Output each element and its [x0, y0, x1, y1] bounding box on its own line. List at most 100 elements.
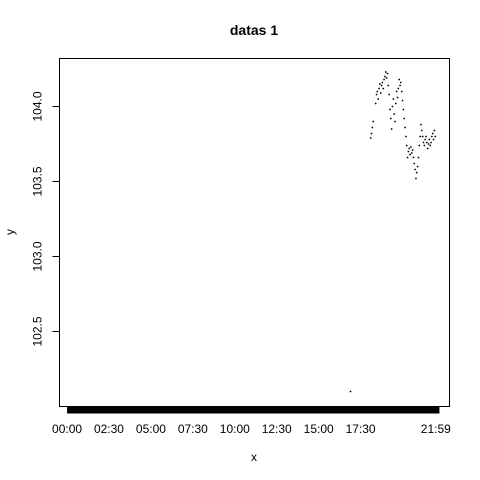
data-point	[382, 87, 385, 90]
data-point	[399, 84, 401, 87]
data-point	[378, 83, 381, 85]
data-point	[408, 147, 411, 150]
data-point	[383, 78, 385, 81]
x-tick-label: 00:00	[52, 422, 82, 436]
data-point	[378, 87, 380, 90]
data-point	[370, 132, 373, 135]
x-axis: 00:00 02:30 05:00 07:30 10:00 12:30 15:00 17:30…	[52, 422, 451, 436]
data-point	[409, 153, 411, 156]
data-point	[413, 162, 416, 165]
y-axis-label: y	[3, 229, 17, 235]
data-point	[432, 138, 435, 141]
data-point	[428, 138, 431, 141]
data-point	[415, 171, 418, 174]
data-point	[405, 144, 408, 147]
data-point	[389, 117, 392, 120]
data-point	[431, 132, 434, 135]
y-tick-label: 103.5	[31, 166, 45, 196]
data-point	[388, 93, 391, 96]
data-point	[420, 129, 423, 132]
data-point	[420, 123, 422, 126]
data-point	[425, 141, 428, 144]
data-point	[429, 144, 432, 147]
data-point	[410, 146, 412, 148]
data-point	[389, 108, 391, 111]
data-point	[410, 152, 413, 154]
data-point	[396, 96, 399, 99]
data-point	[393, 113, 396, 115]
data-point	[384, 71, 387, 73]
data-point	[414, 168, 417, 171]
y-axis: 102.5 103.0 103.5 104.0	[31, 91, 60, 347]
data-point	[369, 137, 372, 139]
data-point	[371, 126, 374, 129]
data-point	[417, 156, 420, 159]
data-point	[385, 77, 388, 79]
x-tick-label: 15:00	[304, 422, 334, 436]
data-point	[421, 135, 424, 138]
data-point	[394, 120, 396, 123]
data-point	[425, 135, 427, 138]
data-point	[423, 144, 426, 147]
data-point	[418, 144, 421, 147]
data-point	[401, 99, 404, 102]
data-point	[411, 149, 414, 151]
data-point	[412, 156, 415, 159]
data-point	[419, 135, 422, 138]
data-point	[426, 147, 429, 150]
data-point	[424, 138, 427, 141]
y-tick-label: 102.5	[31, 316, 45, 346]
x-tick-label: 21:59	[421, 422, 451, 436]
x-tick-label: 02:30	[94, 422, 124, 436]
data-point	[374, 102, 377, 105]
data-point	[422, 141, 425, 144]
data-point	[395, 90, 398, 93]
x-axis-label: x	[251, 450, 257, 464]
data-point	[430, 141, 432, 144]
data-point	[430, 135, 433, 138]
data-point	[400, 90, 403, 93]
data-point	[404, 126, 406, 129]
data-point	[392, 98, 395, 100]
data-points	[349, 71, 437, 393]
data-point	[387, 84, 390, 87]
x-tick-label: 10:00	[220, 422, 250, 436]
data-point	[407, 150, 410, 153]
data-point	[402, 108, 405, 111]
x-tick-label: 05:00	[136, 422, 166, 436]
data-point	[386, 72, 389, 75]
y-tick-label: 104.0	[31, 91, 45, 121]
data-point	[390, 128, 393, 130]
data-point	[379, 92, 382, 94]
x-density-band	[67, 406, 440, 414]
y-tick-label: 103.0	[31, 241, 45, 271]
data-point	[375, 93, 378, 96]
data-point	[398, 78, 401, 81]
data-point	[404, 135, 407, 138]
data-point	[376, 90, 379, 93]
x-tick-label: 17:30	[346, 422, 376, 436]
data-point	[372, 120, 375, 123]
data-point	[403, 117, 406, 120]
data-point	[381, 81, 384, 84]
chart-title: datas 1	[230, 22, 278, 38]
data-point	[427, 143, 430, 145]
data-point	[384, 75, 386, 78]
data-point	[394, 102, 397, 105]
data-point	[415, 177, 417, 180]
data-point	[434, 135, 437, 138]
data-point	[349, 390, 352, 393]
data-point	[433, 129, 436, 132]
data-point	[377, 98, 380, 100]
data-point	[380, 84, 383, 87]
data-point	[399, 81, 402, 84]
data-point	[416, 165, 419, 168]
x-tick-label: 07:30	[178, 422, 208, 436]
x-density-band-mark	[67, 406, 440, 414]
data-point	[406, 156, 409, 159]
data-point	[397, 87, 400, 90]
data-point	[391, 105, 394, 108]
x-tick-label: 12:30	[262, 422, 292, 436]
